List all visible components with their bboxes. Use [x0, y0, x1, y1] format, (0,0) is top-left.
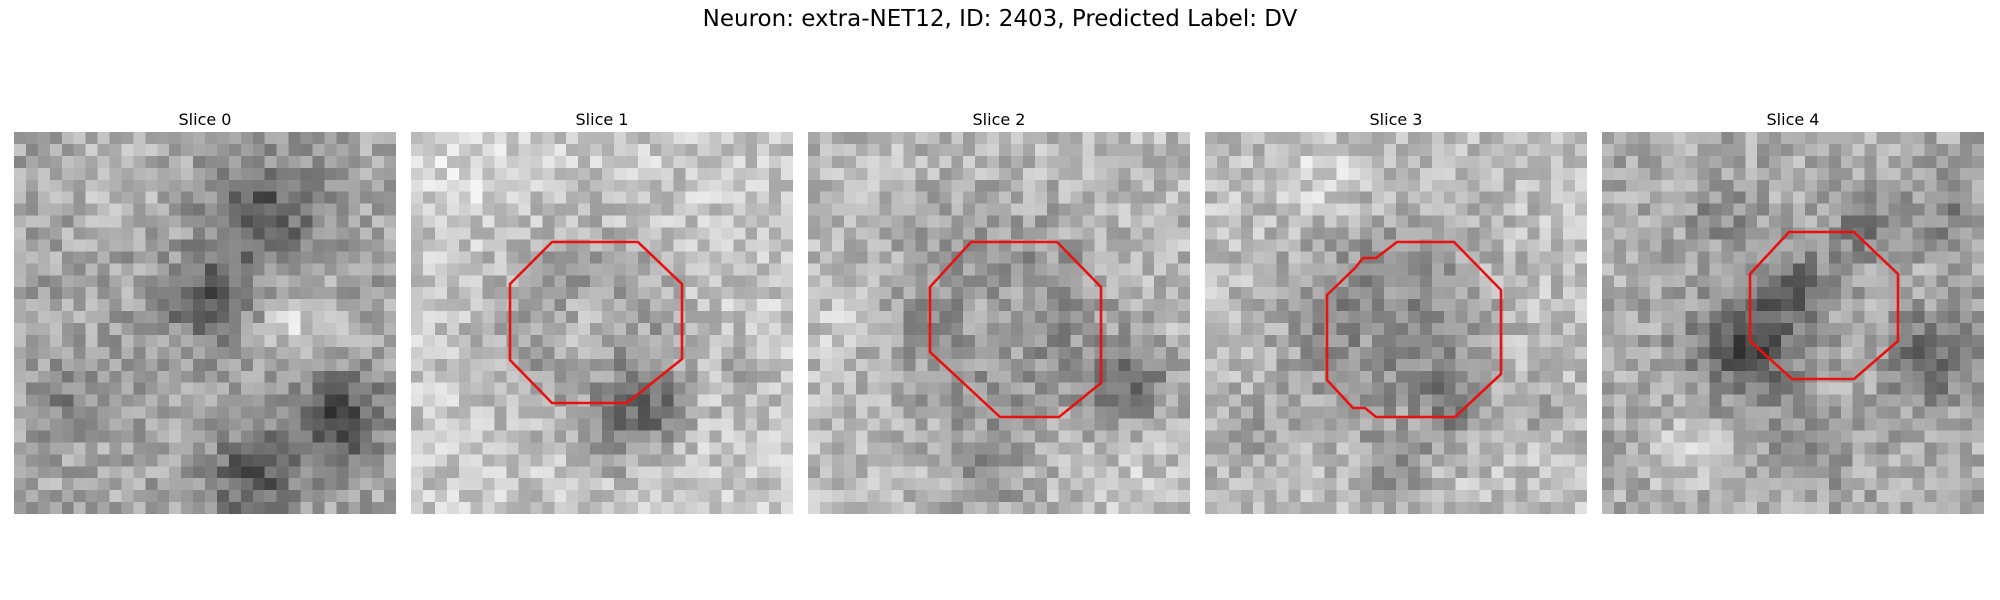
roi-polygon: [928, 240, 1103, 419]
slice-image: [1205, 132, 1587, 514]
slice-image: [808, 132, 1190, 514]
slice-panel-3: Slice 3: [1205, 108, 1587, 514]
slice-panel-0: Slice 0: [14, 108, 396, 514]
slice-image: [411, 132, 793, 514]
slice-title: Slice 3: [1369, 110, 1423, 129]
slice-panel-1: Slice 1: [411, 108, 793, 514]
slice-title: Slice 2: [972, 110, 1026, 129]
roi-outline: [928, 240, 1103, 419]
figure-title: Neuron: extra-NET12, ID: 2403, Predicted…: [702, 6, 1298, 32]
roi-polygon: [1325, 240, 1503, 419]
roi-polygon: [1748, 230, 1900, 381]
slice-title: Slice 4: [1766, 110, 1820, 129]
slice-title: Slice 0: [178, 110, 232, 129]
slice-image: [1602, 132, 1984, 514]
roi-outline: [1748, 230, 1900, 381]
slice-panel-4: Slice 4: [1602, 108, 1984, 514]
roi-outline: [1325, 240, 1503, 419]
slice-title: Slice 1: [575, 110, 629, 129]
roi-outline: [508, 240, 684, 405]
slice-panel-2: Slice 2: [808, 108, 1190, 514]
slice-image: [14, 132, 396, 514]
roi-polygon: [508, 240, 684, 405]
